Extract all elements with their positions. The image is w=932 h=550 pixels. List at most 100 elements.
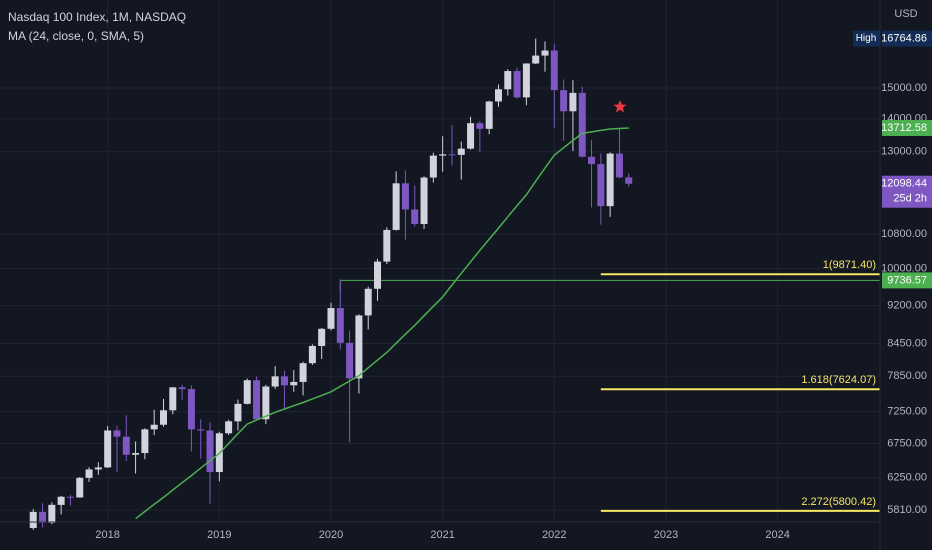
price-label: 16764.86 — [881, 32, 927, 44]
candle-body — [104, 430, 112, 468]
candle-body — [178, 387, 186, 390]
candle-body — [187, 389, 195, 430]
price-label-box — [882, 30, 932, 47]
candle-body — [374, 261, 382, 289]
candle-body — [578, 92, 586, 157]
candle-body — [560, 90, 568, 112]
price-tag-box — [853, 30, 880, 47]
candle-body — [57, 496, 65, 505]
candle-body — [485, 101, 493, 129]
x-tick-label: 2022 — [542, 529, 566, 541]
candle-body — [122, 436, 130, 455]
x-tick-label: 2019 — [207, 529, 231, 541]
candle-body — [457, 148, 465, 155]
candle-body — [94, 467, 102, 470]
candle-body — [85, 469, 93, 478]
price-label-box — [882, 119, 932, 136]
fib-label: 2.272(5800.42) — [801, 496, 876, 508]
price-label-box — [882, 175, 932, 208]
candle-body — [234, 403, 242, 422]
candle-body — [476, 123, 484, 129]
candle-body — [401, 183, 409, 210]
candle-body — [597, 164, 605, 207]
fib-label: 1.618(7624.07) — [801, 374, 876, 386]
candle-body — [169, 387, 177, 411]
candle-body — [29, 511, 37, 528]
candle-body — [420, 177, 428, 224]
candle-body — [141, 429, 149, 454]
y-tick-label: 7250.00 — [887, 406, 927, 418]
candle-body — [532, 55, 540, 64]
y-tick-label: 9200.00 — [887, 300, 927, 312]
candle-body — [206, 430, 214, 473]
candle-body — [606, 153, 614, 207]
star-marker — [613, 100, 627, 113]
price-label: 9736.57 — [887, 274, 927, 286]
price-label-box — [882, 272, 932, 289]
candle-body — [48, 504, 56, 523]
candle-body — [550, 50, 558, 91]
candle-body — [253, 380, 261, 420]
candle-body — [541, 50, 549, 56]
candle-body — [588, 156, 596, 165]
y-tick-label: 6750.00 — [887, 437, 927, 449]
candle-body — [355, 315, 363, 379]
candle-body — [504, 71, 512, 90]
candle-body — [429, 155, 437, 178]
candle-body — [318, 328, 326, 346]
x-tick-label: 2020 — [319, 529, 343, 541]
candle-body — [336, 308, 344, 343]
y-tick-label: 7850.00 — [887, 370, 927, 382]
candle-body — [392, 183, 400, 230]
candle-body — [271, 376, 279, 387]
grid — [0, 0, 880, 522]
candle-body — [522, 63, 530, 98]
y-tick-label: 8450.00 — [887, 337, 927, 349]
candle-body — [262, 386, 270, 420]
candle-body — [346, 342, 354, 379]
chart-title: Nasdaq 100 Index, 1M, NASDAQ — [8, 10, 186, 24]
currency-label: USD — [894, 8, 917, 20]
candle-body — [243, 380, 251, 404]
price-label: 12098.44 — [881, 178, 927, 190]
price-label-sub: 25d 2h — [893, 193, 927, 205]
price-tag: High — [856, 33, 877, 44]
candle-body — [383, 229, 391, 262]
candle-body — [615, 153, 623, 178]
y-tick-label: 10800.00 — [881, 228, 927, 240]
x-tick-label: 2018 — [95, 529, 119, 541]
candle-body — [467, 123, 475, 149]
candle-body — [439, 154, 447, 156]
plot: 1(9871.40) 1.618(7624.07) 2.272(5800.42) — [29, 38, 880, 530]
ma-line — [135, 127, 629, 520]
candle-body — [569, 92, 577, 112]
y-tick-label: 6250.00 — [887, 472, 927, 484]
price-label: 13712.58 — [881, 122, 927, 134]
x-tick-label: 2024 — [765, 529, 789, 541]
candle-body — [280, 376, 288, 386]
y-tick-label: 10000.00 — [881, 262, 927, 274]
fib-label: 1(9871.40) — [823, 259, 876, 271]
candle-body — [225, 421, 233, 434]
x-tick-label: 2021 — [430, 529, 454, 541]
candle-body — [448, 154, 456, 156]
x-tick-label: 2023 — [654, 529, 678, 541]
candle-body — [299, 363, 307, 382]
candle-body — [327, 308, 335, 329]
candle-body — [159, 410, 167, 425]
candle-body — [39, 511, 47, 523]
candle-body — [411, 209, 419, 224]
y-tick-label: 5810.00 — [887, 504, 927, 516]
candle-body — [113, 430, 121, 437]
candle-body — [132, 453, 140, 455]
candle-body — [513, 71, 521, 98]
candle-body — [625, 177, 633, 184]
candle-body — [150, 424, 158, 430]
axes: 15000.0014000.0013000.0010800.0010000.00… — [95, 30, 932, 541]
candle-body — [66, 496, 74, 498]
candle-body — [76, 477, 84, 498]
y-tick-label: 13000.00 — [881, 146, 927, 158]
candle-body — [290, 381, 298, 386]
candle-body — [494, 89, 502, 102]
